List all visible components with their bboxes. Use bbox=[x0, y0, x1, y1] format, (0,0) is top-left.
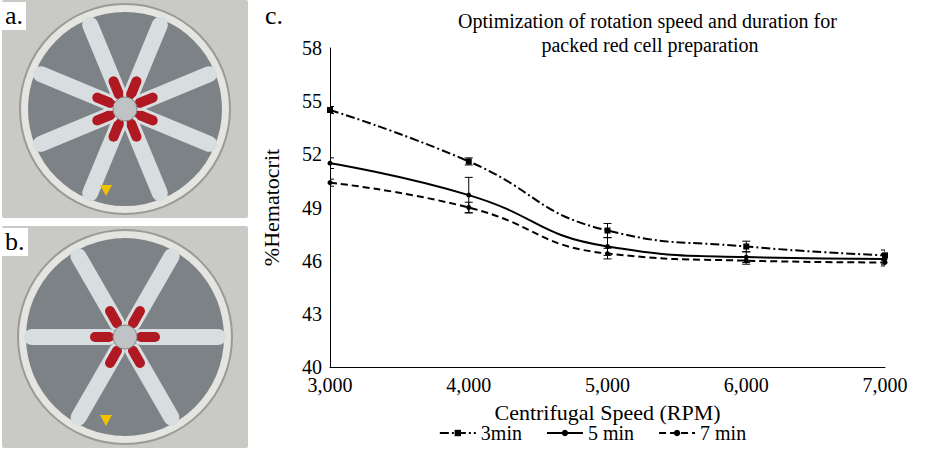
svg-text:58: 58 bbox=[302, 37, 322, 59]
svg-text:3min: 3min bbox=[481, 422, 522, 444]
svg-text:%Hematocrit: %Hematocrit bbox=[259, 149, 284, 266]
svg-text:49: 49 bbox=[302, 197, 322, 219]
svg-text:5 min: 5 min bbox=[588, 422, 634, 444]
svg-text:52: 52 bbox=[302, 143, 322, 165]
svg-text:4,000: 4,000 bbox=[446, 374, 491, 396]
svg-text:packed red cell preparation: packed red cell preparation bbox=[541, 34, 758, 57]
svg-text:43: 43 bbox=[302, 303, 322, 325]
svg-text:7,000: 7,000 bbox=[863, 374, 908, 396]
svg-text:46: 46 bbox=[302, 250, 322, 272]
svg-text:5,000: 5,000 bbox=[585, 374, 630, 396]
svg-text:3,000: 3,000 bbox=[308, 374, 353, 396]
svg-text:55: 55 bbox=[302, 90, 322, 112]
html-text:a.: a. bbox=[5, 1, 23, 30]
svg-text:40: 40 bbox=[302, 356, 322, 378]
html-text:b.: b. bbox=[5, 227, 25, 256]
svg-text:6,000: 6,000 bbox=[724, 374, 769, 396]
html-text:c.: c. bbox=[265, 1, 283, 30]
svg-text:Centrifugal Speed (RPM): Centrifugal Speed (RPM) bbox=[494, 400, 720, 425]
svg-text:7 min: 7 min bbox=[700, 422, 746, 444]
svg-text:Optimization of rotation speed: Optimization of rotation speed and durat… bbox=[458, 10, 842, 33]
